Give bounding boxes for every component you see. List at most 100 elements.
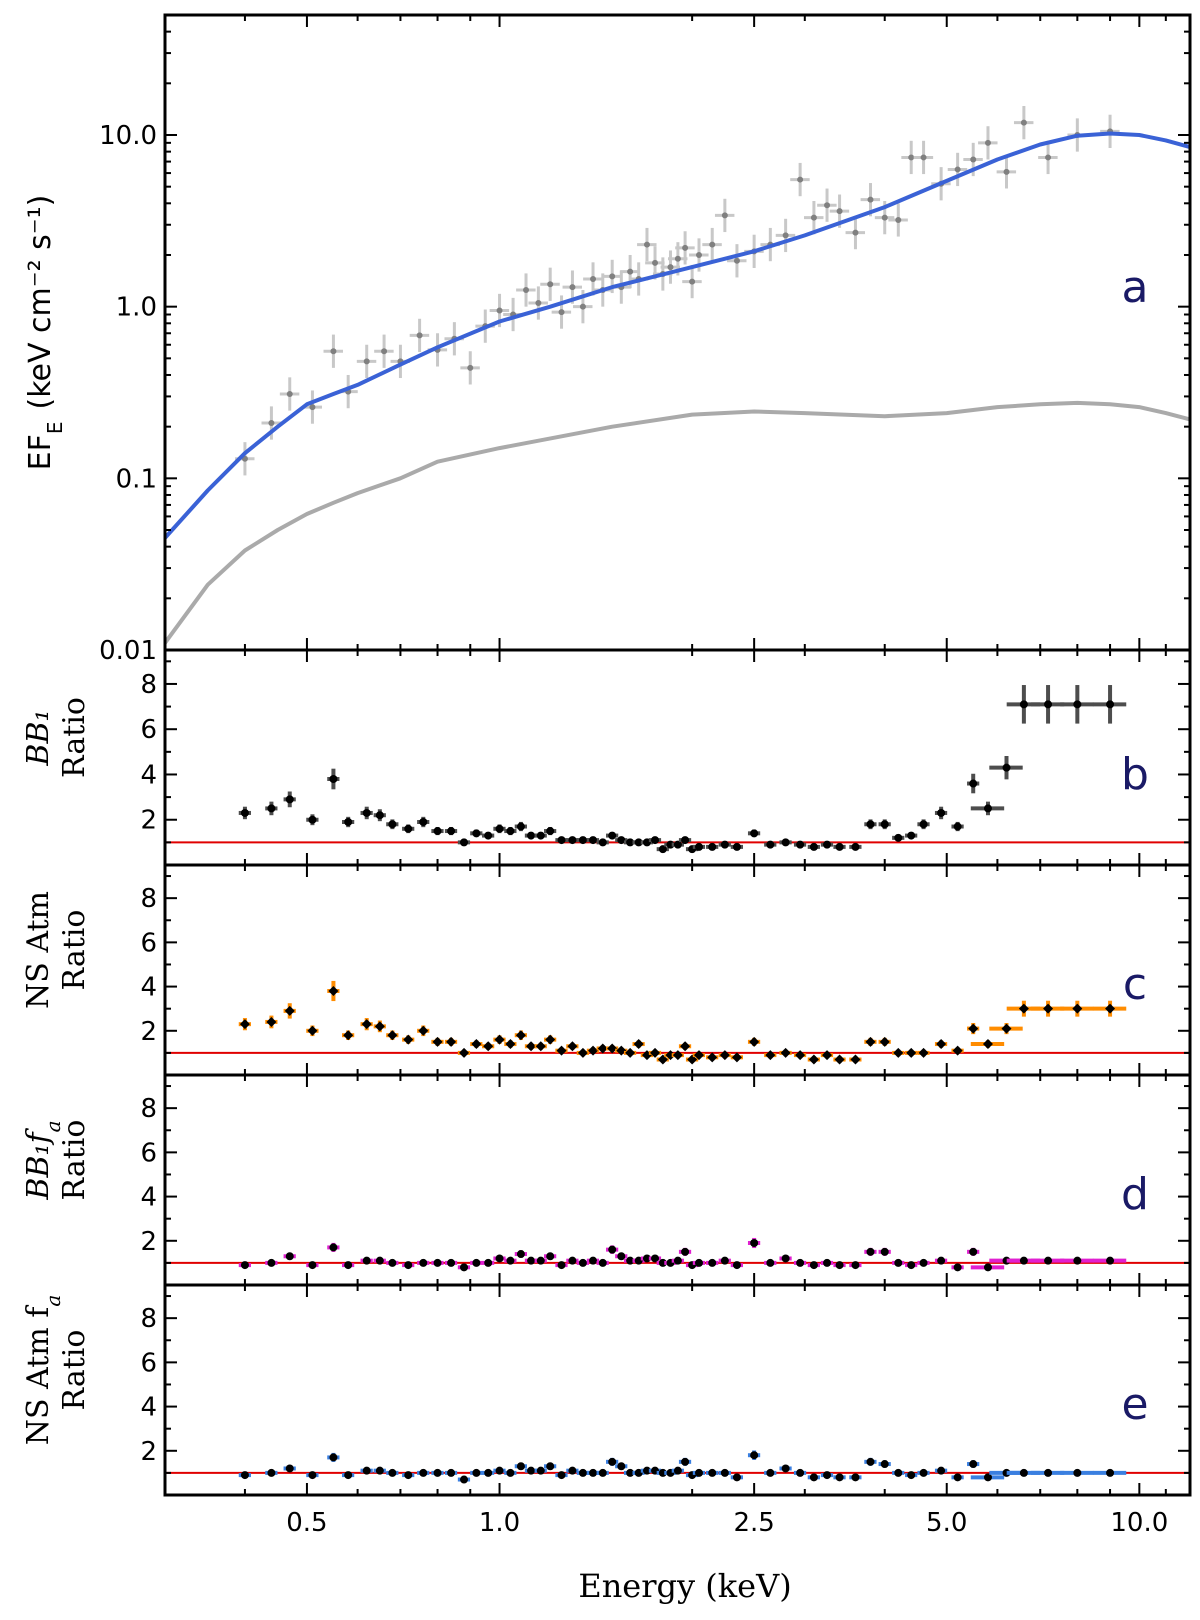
data-marker bbox=[681, 1457, 690, 1466]
ratio-point bbox=[951, 1473, 964, 1482]
ratio-point bbox=[878, 819, 891, 830]
data-marker bbox=[865, 1036, 876, 1047]
ratio-point bbox=[905, 831, 918, 840]
data-marker bbox=[693, 1050, 704, 1061]
data-point bbox=[279, 377, 300, 411]
ratio-point bbox=[504, 1468, 517, 1477]
ratio-point bbox=[555, 1045, 568, 1056]
ratio-point bbox=[482, 831, 495, 840]
ratio-point bbox=[917, 1468, 930, 1477]
panel-letter: a bbox=[1122, 262, 1149, 313]
data-marker bbox=[969, 1247, 978, 1256]
data-marker bbox=[625, 1047, 636, 1058]
data-marker bbox=[266, 1016, 277, 1027]
ratio-point bbox=[807, 1261, 820, 1270]
ratio-point bbox=[820, 1471, 834, 1480]
data-marker bbox=[689, 278, 696, 285]
ratio-point bbox=[864, 1457, 877, 1466]
data-marker bbox=[834, 1054, 845, 1065]
ratio-point bbox=[417, 1258, 430, 1267]
data-marker bbox=[460, 1263, 469, 1272]
y-tick-label: 8 bbox=[140, 1304, 157, 1334]
ratio-point bbox=[632, 1468, 645, 1477]
ratio-point bbox=[576, 1047, 589, 1058]
data-marker bbox=[375, 1466, 384, 1475]
data-marker bbox=[674, 255, 681, 262]
ratio-point bbox=[615, 836, 628, 845]
ratio-point bbox=[917, 1258, 930, 1267]
ratio-point bbox=[951, 1263, 964, 1272]
data-marker bbox=[953, 1263, 962, 1272]
y-tick-label: 1.0 bbox=[116, 293, 157, 323]
data-marker bbox=[893, 1047, 904, 1058]
data-marker bbox=[484, 831, 493, 840]
ratio-point bbox=[534, 831, 547, 840]
data-marker bbox=[983, 804, 992, 813]
data-marker bbox=[721, 212, 728, 219]
data-marker bbox=[822, 1050, 833, 1061]
data-marker bbox=[970, 156, 977, 163]
y-tick-label: 4 bbox=[140, 1183, 157, 1213]
ratio-point bbox=[504, 1039, 517, 1050]
y-axis-label-line2: Ratio bbox=[57, 1120, 92, 1201]
data-marker bbox=[284, 1005, 295, 1016]
ratio-point bbox=[779, 838, 792, 847]
y-tick-label: 0.01 bbox=[99, 636, 157, 666]
x-axis-label: Energy (keV) bbox=[578, 1567, 791, 1605]
data-marker bbox=[907, 1471, 916, 1480]
data-marker bbox=[483, 1041, 494, 1052]
ratio-point bbox=[402, 1471, 415, 1480]
data-marker bbox=[879, 1036, 890, 1047]
ratio-point bbox=[648, 1254, 662, 1263]
data-marker bbox=[824, 202, 831, 209]
ratio-point bbox=[706, 1468, 719, 1477]
ratio-point bbox=[864, 1247, 877, 1256]
ratio-point bbox=[989, 1023, 1023, 1035]
data-marker bbox=[1001, 1023, 1012, 1034]
data-marker bbox=[617, 836, 626, 845]
x-tick-label: 5.0 bbox=[926, 1508, 967, 1538]
data-marker bbox=[720, 1468, 729, 1477]
plot-area bbox=[165, 1237, 1190, 1272]
ratio-point bbox=[967, 1460, 980, 1469]
data-point bbox=[888, 203, 908, 237]
ratio-point bbox=[596, 1258, 609, 1267]
data-marker bbox=[851, 1261, 860, 1270]
data-marker bbox=[344, 1261, 353, 1270]
ratio-point bbox=[566, 836, 579, 845]
data-marker bbox=[918, 1047, 929, 1058]
data-marker bbox=[1019, 1256, 1028, 1265]
ratio-point bbox=[747, 1450, 761, 1460]
data-marker bbox=[720, 1256, 729, 1265]
ratio-point bbox=[764, 1258, 777, 1267]
ratio-point bbox=[718, 1256, 731, 1265]
data-marker bbox=[695, 251, 702, 258]
ratio-point bbox=[238, 806, 251, 820]
ratio-point bbox=[664, 1258, 677, 1267]
data-marker bbox=[895, 216, 902, 223]
data-marker bbox=[781, 1254, 790, 1263]
data-marker bbox=[984, 139, 991, 146]
data-marker bbox=[418, 1025, 429, 1036]
data-marker bbox=[607, 1043, 618, 1054]
ratio-point bbox=[718, 840, 731, 849]
data-marker bbox=[609, 273, 616, 280]
ratio-point bbox=[373, 809, 386, 822]
ratio-point bbox=[892, 833, 905, 842]
data-marker bbox=[665, 1050, 676, 1061]
data-marker bbox=[782, 232, 789, 239]
ratio-point bbox=[457, 1263, 471, 1272]
data-marker bbox=[616, 1045, 627, 1056]
data-marker bbox=[471, 1039, 482, 1050]
data-marker bbox=[506, 1468, 515, 1477]
data-marker bbox=[569, 284, 576, 291]
ratio-point bbox=[1030, 1000, 1065, 1017]
ratio-point bbox=[417, 1468, 430, 1477]
data-marker bbox=[809, 1473, 818, 1482]
ratio-point bbox=[606, 831, 619, 840]
data-marker bbox=[749, 1036, 760, 1047]
data-marker bbox=[308, 815, 317, 824]
ratio-point bbox=[864, 1036, 877, 1047]
data-marker bbox=[906, 1047, 917, 1058]
data-marker bbox=[1018, 1003, 1029, 1014]
